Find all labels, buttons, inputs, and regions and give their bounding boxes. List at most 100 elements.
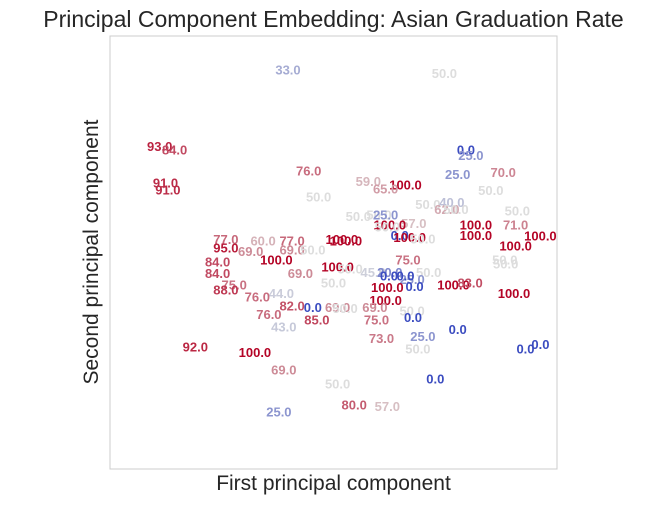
point-label: 92.0 — [183, 340, 208, 355]
point-label: 100.0 — [239, 345, 272, 360]
point-label: 69.0 — [288, 266, 313, 281]
point-label: 20.0 — [377, 265, 402, 280]
point-label: 57.0 — [401, 216, 426, 231]
point-label: 43.0 — [271, 319, 296, 334]
point-label: 50.0 — [443, 202, 468, 217]
point-label: 69.0 — [271, 363, 296, 378]
point-label: 69.0 — [325, 300, 350, 315]
point-label: 69.0 — [238, 244, 263, 259]
point-label: 100.0 — [389, 178, 422, 193]
point-label: 25.0 — [458, 148, 483, 163]
point-label: 0.0 — [380, 268, 398, 283]
point-label: 50.0 — [410, 231, 435, 246]
point-label: 70.0 — [491, 165, 516, 180]
point-label: 76.0 — [245, 289, 270, 304]
point-label: 0.0 — [457, 143, 475, 158]
point-label: 50.0 — [325, 377, 350, 392]
point-label: 100.0 — [393, 230, 426, 245]
x-axis-label: First principal component — [216, 472, 451, 495]
point-label: 33.0 — [275, 62, 300, 77]
point-label: 59.0 — [356, 174, 381, 189]
point-label: 50.0 — [300, 243, 325, 258]
point-label: 91.0 — [153, 176, 178, 191]
point-label: 100.0 — [330, 233, 363, 248]
point-label: 25.0 — [399, 272, 424, 287]
point-label: 60.0 — [250, 233, 275, 248]
point-label: 71.0 — [503, 217, 528, 232]
point-label: 88.0 — [213, 282, 238, 297]
point-label: 44.0 — [269, 286, 294, 301]
point-label: 0.0 — [404, 310, 422, 325]
point-label: 50.0 — [321, 275, 346, 290]
point-label: 50.0 — [432, 66, 457, 81]
point-label: 100.0 — [460, 217, 493, 232]
point-label: 83.0 — [457, 275, 482, 290]
point-label: 95.0 — [213, 240, 238, 255]
point-label: 62.0 — [434, 202, 459, 217]
point-label: 45.0 — [361, 265, 386, 280]
point-label: 76.0 — [296, 164, 321, 179]
point-label: 84.0 — [205, 254, 230, 269]
point-label: 76.0 — [256, 307, 281, 322]
point-label: 0.0 — [396, 268, 414, 283]
point-label: 75.0 — [364, 312, 389, 327]
point-label: 50.0 — [337, 261, 362, 276]
point-label: 75.0 — [395, 252, 420, 267]
plot-frame — [109, 35, 558, 470]
point-label: 50.0 — [399, 303, 424, 318]
point-label: 0.0 — [516, 342, 534, 357]
point-label: 40.0 — [439, 195, 464, 210]
point-label: 50.0 — [415, 197, 440, 212]
point-label: 50.0 — [375, 220, 400, 235]
point-label: 0.0 — [531, 337, 549, 352]
point-label: 91.0 — [155, 182, 180, 197]
point-label: 0.0 — [406, 279, 424, 294]
point-label: 69.0 — [279, 243, 304, 258]
point-label: 100.0 — [326, 232, 359, 247]
point-label: 50.0 — [306, 189, 331, 204]
point-label: 50.0 — [492, 252, 517, 267]
point-labels: 33.0 50.093.084.0 0.025.076.0 25.0 70.091.09… — [147, 62, 557, 419]
point-label: 100.0 — [374, 217, 407, 232]
point-label: 0.0 — [449, 322, 467, 337]
point-label: 25.0 — [410, 329, 435, 344]
point-label: 100.0 — [369, 293, 402, 308]
point-label: 50.0 — [493, 257, 518, 272]
point-label: 100.0 — [437, 277, 470, 292]
point-label: 100.0 — [524, 229, 557, 244]
point-label: 100.0 — [260, 252, 293, 267]
point-label: 25.0 — [445, 167, 470, 182]
point-label: 50.0 — [332, 301, 357, 316]
y-axis-label: Second principal component — [80, 119, 103, 385]
point-label: 84.0 — [205, 266, 230, 281]
point-label: 0.0 — [304, 300, 322, 315]
point-label: 69.0 — [362, 300, 387, 315]
chart-title: Principal Component Embedding: Asian Gra… — [43, 6, 624, 32]
point-label: 80.0 — [342, 398, 367, 413]
point-label: 73.0 — [369, 331, 394, 346]
point-label: 50.0 — [366, 208, 391, 223]
point-label: 50.0 — [505, 203, 530, 218]
point-label: 85.0 — [304, 312, 329, 327]
point-label: 100.0 — [499, 238, 532, 253]
point-label: 50.0 — [405, 342, 430, 357]
point-label: 100.0 — [460, 228, 493, 243]
point-label: 25.0 — [266, 405, 291, 420]
point-label: 82.0 — [279, 298, 304, 313]
point-label: 100.0 — [321, 259, 354, 274]
point-label: 93.0 — [147, 139, 172, 154]
point-label: 84.0 — [162, 143, 187, 158]
point-label: 0.0 — [426, 372, 444, 387]
point-label: 57.0 — [375, 399, 400, 414]
point-label: 0.0 — [391, 228, 409, 243]
point-label: 77.0 — [213, 232, 238, 247]
point-label: 100.0 — [498, 286, 531, 301]
point-label: 50.0 — [478, 183, 503, 198]
point-label: 75.0 — [222, 277, 247, 292]
point-label: 25.0 — [373, 208, 398, 223]
point-label: 100.0 — [371, 280, 404, 295]
point-label: 50.0 — [346, 209, 371, 224]
point-label: 77.0 — [279, 233, 304, 248]
point-label: 50.0 — [416, 265, 441, 280]
